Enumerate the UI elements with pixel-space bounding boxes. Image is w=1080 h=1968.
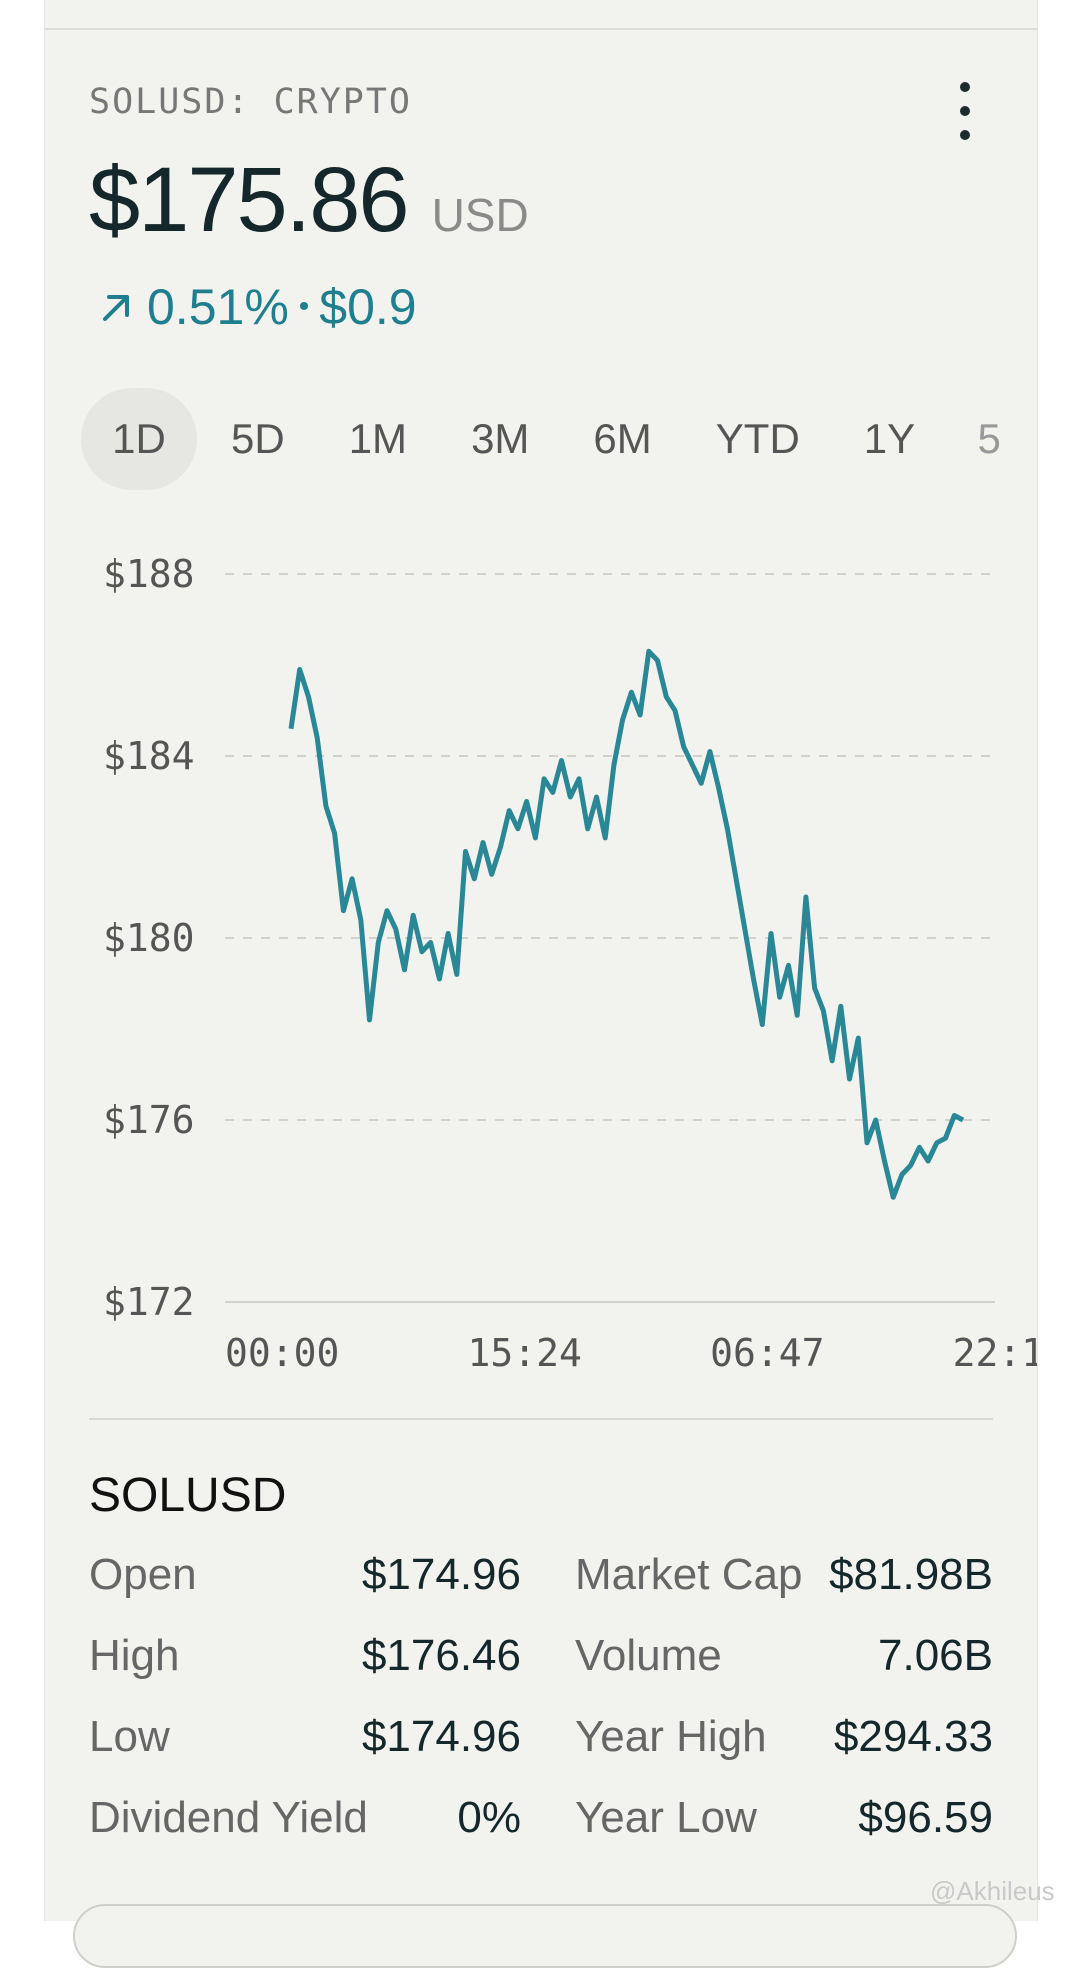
x-tick-label: 06:47 — [710, 1331, 824, 1375]
x-tick-label: 22:11 — [953, 1331, 1037, 1375]
stat-value: $174.96 — [361, 1550, 521, 1599]
stats-title: SOLUSD — [89, 1469, 287, 1522]
tab-5y[interactable]: 5 — [977, 415, 1001, 462]
tab-3m[interactable]: 3M — [471, 415, 530, 462]
stat-value: $96.59 — [858, 1793, 993, 1842]
quote-card: SOLUSD: CRYPTO $175.86 USD 0.51% • $0.9 … — [44, 0, 1067, 1968]
x-tick-label: 15:24 — [468, 1331, 582, 1375]
y-tick-label: $172 — [103, 1280, 195, 1324]
tab-1y[interactable]: 1Y — [863, 415, 916, 462]
stat-label: High — [89, 1631, 180, 1680]
y-tick-label: $188 — [103, 552, 195, 596]
stat-value: $81.98B — [829, 1550, 993, 1599]
stat-row: Dividend Yield 0% Year Low $96.59 — [89, 1783, 993, 1864]
y-tick-label: $184 — [103, 734, 195, 778]
stat-label: Year High — [575, 1712, 767, 1761]
tab-5d[interactable]: 5D — [231, 415, 285, 462]
stat-label: Dividend Yield — [89, 1793, 368, 1842]
bottom-action-pill[interactable] — [73, 1904, 1017, 1968]
price-value: $175.86 — [89, 149, 410, 251]
change-percent: 0.51% — [147, 279, 289, 335]
tab-6m[interactable]: 6M — [593, 415, 652, 462]
y-tick-label: $180 — [103, 916, 195, 960]
stat-value: 0% — [457, 1793, 521, 1842]
change-value: $0.9 — [319, 279, 417, 335]
watermark: @Akhileus — [930, 1876, 1055, 1906]
stat-row: Open $174.96 Market Cap $81.98B — [89, 1540, 993, 1621]
arrow-up-right-icon — [103, 295, 129, 321]
tab-1d[interactable]: 1D — [81, 388, 197, 490]
tab-ytd[interactable]: YTD — [715, 415, 800, 462]
currency-label: USD — [431, 189, 529, 241]
price-chart[interactable]: $188 $184 $180 $176 $172 00:00 15:24 06:47 22:11 — [45, 520, 1067, 1400]
stat-value: 7.06B — [878, 1631, 993, 1680]
price-chart-svg: $188 $184 $180 $176 $172 00:00 15:24 06:47 22:11 — [103, 552, 1067, 1375]
range-tabs: 1D 5D 1M 3M 6M YTD 1Y 5 — [81, 388, 1033, 490]
x-tick-label: 00:00 — [225, 1331, 339, 1375]
symbol-label: SOLUSD: CRYPTO — [89, 82, 413, 122]
stat-value: $176.46 — [361, 1631, 521, 1680]
stat-row: High $176.46 Volume 7.06B — [89, 1621, 993, 1702]
stat-label: Year Low — [575, 1793, 757, 1842]
stat-label: Volume — [575, 1631, 722, 1680]
chart-divider — [89, 1418, 993, 1420]
stat-label: Open — [89, 1550, 197, 1599]
change-separator: • — [298, 290, 310, 323]
price-line — [288, 648, 965, 1200]
stat-row: Low $174.96 Year High $294.33 — [89, 1702, 993, 1783]
stat-value: $174.96 — [361, 1712, 521, 1761]
stat-value: $294.33 — [833, 1712, 993, 1761]
price-row: $175.86 USD — [89, 148, 529, 253]
stat-label: Low — [89, 1712, 170, 1761]
top-divider — [45, 28, 1037, 30]
more-vertical-icon[interactable] — [947, 82, 983, 140]
y-tick-label: $176 — [103, 1098, 195, 1142]
stats-table: Open $174.96 Market Cap $81.98B High $17… — [89, 1540, 993, 1864]
tab-1m[interactable]: 1M — [348, 415, 408, 462]
change-row: 0.51% • $0.9 — [97, 278, 417, 336]
stat-label: Market Cap — [575, 1550, 803, 1599]
